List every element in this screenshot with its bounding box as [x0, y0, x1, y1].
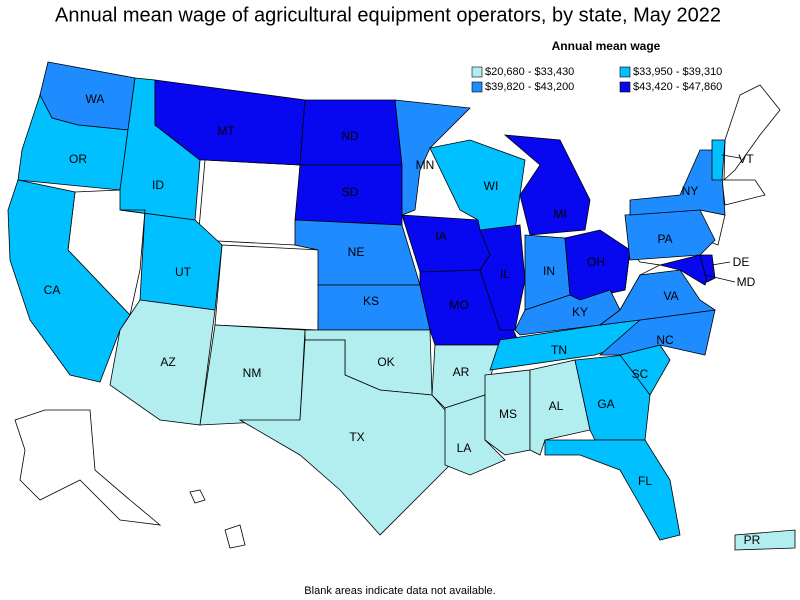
legend-swatch — [471, 81, 483, 93]
state — [544, 439, 681, 541]
state-label: TX — [349, 430, 364, 444]
title: Annual mean wage of agricultural equipme… — [55, 4, 721, 26]
state — [734, 529, 796, 551]
state-label: MN — [416, 158, 435, 172]
state-label: NY — [682, 184, 699, 198]
state-label: OK — [377, 355, 394, 369]
state-label: WI — [484, 179, 499, 193]
state-label: VT — [738, 152, 754, 166]
state-label: SD — [342, 185, 359, 199]
state — [394, 99, 471, 216]
state-label: MO — [449, 298, 468, 312]
state — [479, 224, 526, 331]
state-label: IN — [543, 264, 555, 278]
state-label: IA — [435, 229, 446, 243]
state — [429, 139, 526, 231]
state-label: NC — [656, 333, 674, 347]
state-label: OR — [69, 152, 87, 166]
states — [7, 61, 796, 551]
state-label: MI — [553, 207, 566, 221]
state — [503, 134, 591, 236]
state — [484, 369, 531, 456]
state-label: AL — [549, 399, 564, 413]
state-blank — [189, 489, 206, 504]
state-label: UT — [175, 265, 192, 279]
state-label: KS — [363, 294, 379, 308]
state — [514, 289, 621, 336]
state — [711, 139, 726, 181]
state — [699, 254, 716, 283]
legend-label: $33,950 - $39,310 — [633, 66, 722, 78]
state-label: LA — [457, 441, 472, 455]
state-label: MT — [217, 124, 235, 138]
state-blank — [214, 244, 321, 331]
blank-states — [14, 84, 781, 549]
leader-line — [721, 154, 741, 159]
state-label: TN — [551, 343, 567, 357]
state-label: WA — [86, 92, 105, 106]
state-label: AZ — [160, 355, 175, 369]
state — [109, 299, 216, 426]
state-label: OH — [587, 255, 605, 269]
footnote: Blank areas indicate data not available. — [304, 585, 495, 597]
legend-swatch — [471, 66, 483, 78]
state-label: IL — [500, 267, 510, 281]
state-label: GA — [597, 397, 614, 411]
legend-swatch — [619, 81, 631, 93]
legend-label: $39,820 - $43,200 — [485, 81, 574, 93]
state-blank — [14, 409, 162, 526]
state-label: ID — [152, 178, 164, 192]
state-labels: WA OR CA ID MT UT AZ NM ND SD NE KS OK TX MN IA MO AR LA WI… — [44, 92, 761, 547]
state-label: VA — [663, 289, 678, 303]
state — [7, 179, 131, 383]
leader-line — [711, 261, 731, 266]
legend-swatch — [619, 66, 631, 78]
leader-line — [704, 274, 736, 283]
state-label: DE — [733, 255, 750, 269]
state-label: NE — [348, 245, 365, 259]
state-blank — [224, 524, 246, 549]
state-label: FL — [638, 474, 652, 488]
state-blank — [197, 159, 301, 246]
state-label: NM — [243, 366, 262, 380]
legend-label: $43,420 - $47,860 — [633, 81, 722, 93]
state-label: PA — [657, 232, 672, 246]
state-blank — [723, 84, 781, 181]
state-label: CA — [44, 283, 61, 297]
state — [598, 269, 717, 326]
state-label: MS — [499, 407, 517, 421]
state-label: SC — [632, 367, 649, 381]
state — [401, 214, 491, 273]
state-label: KY — [572, 305, 588, 319]
state-blank — [721, 179, 766, 206]
legend-title: Annual mean wage — [552, 39, 661, 53]
state-label: PR — [744, 533, 761, 547]
legend: $20,680 - $33,430 $33,950 - $39,310 $39,82… — [471, 66, 722, 93]
legend-label: $20,680 - $33,430 — [485, 66, 574, 78]
state-label: ND — [341, 129, 359, 143]
state — [629, 149, 726, 216]
state-label: AR — [453, 365, 470, 379]
state-label: MD — [737, 275, 756, 289]
